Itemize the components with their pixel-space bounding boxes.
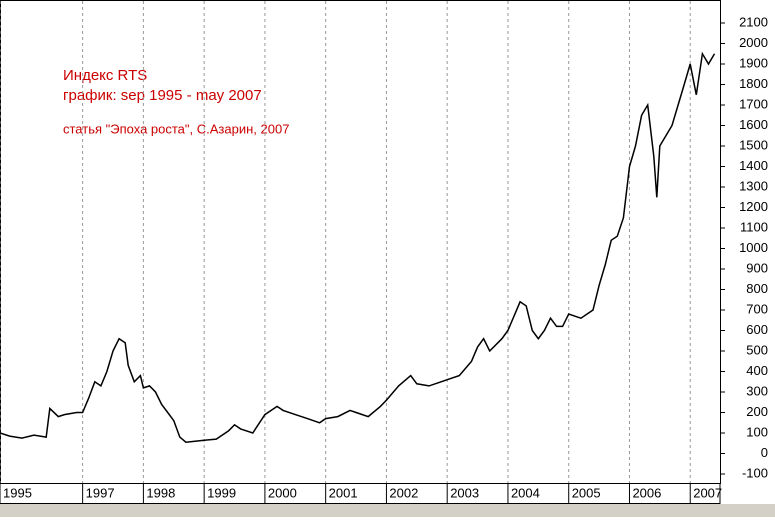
x-tick-label: 2004 (511, 485, 540, 500)
y-tick-label: 100 (746, 424, 768, 439)
y-tick-label: 600 (746, 322, 768, 337)
y-tick-label: 1700 (739, 96, 768, 111)
y-tick-label: 2100 (739, 14, 768, 29)
y-tick-label: 900 (746, 260, 768, 275)
y-tick-label: 400 (746, 363, 768, 378)
y-tick-label: 1100 (740, 219, 768, 234)
x-tick-label: 1999 (207, 485, 236, 500)
x-tick-label: 1997 (86, 485, 115, 500)
x-tick-label: 2001 (329, 485, 358, 500)
y-tick-label: 200 (746, 404, 768, 419)
y-tick-label: 700 (746, 301, 768, 316)
y-tick-label: -100 (742, 465, 768, 480)
annotation: Индекс RTS (63, 67, 147, 84)
x-tick-label: 1998 (146, 485, 175, 500)
y-tick-label: 1000 (739, 240, 768, 255)
x-tick-label: 2000 (268, 485, 297, 500)
y-tick-label: 800 (746, 281, 768, 296)
scrollbar[interactable] (0, 504, 775, 517)
annotation: статья "Эпоха роста", С.Азарин, 2007 (63, 121, 289, 136)
x-tick-label: 2002 (389, 485, 418, 500)
y-tick-label: 300 (746, 383, 768, 398)
y-tick-label: 1900 (739, 55, 768, 70)
y-tick-label: 1500 (739, 137, 768, 152)
x-tick-label: 2007 (693, 485, 722, 500)
x-tick-label: 2006 (632, 485, 661, 500)
annotation: график: sep 1995 - may 2007 (63, 87, 262, 104)
y-tick-label: 1200 (739, 199, 768, 214)
y-tick-label: 0 (761, 445, 768, 460)
x-tick-label: 2003 (450, 485, 479, 500)
line (0, 51, 716, 443)
y-tick-label: 1400 (739, 158, 768, 173)
x-tick-label: 2005 (572, 485, 601, 500)
y-tick-label: 2000 (739, 35, 768, 50)
x-tick-label: 1995 (3, 485, 32, 500)
y-tick-label: 1600 (739, 117, 768, 132)
y-tick-label: 500 (746, 342, 768, 357)
y-tick-label: 1300 (739, 178, 768, 193)
x-axis-strip (0, 483, 721, 504)
y-tick-label: 1800 (739, 76, 768, 91)
